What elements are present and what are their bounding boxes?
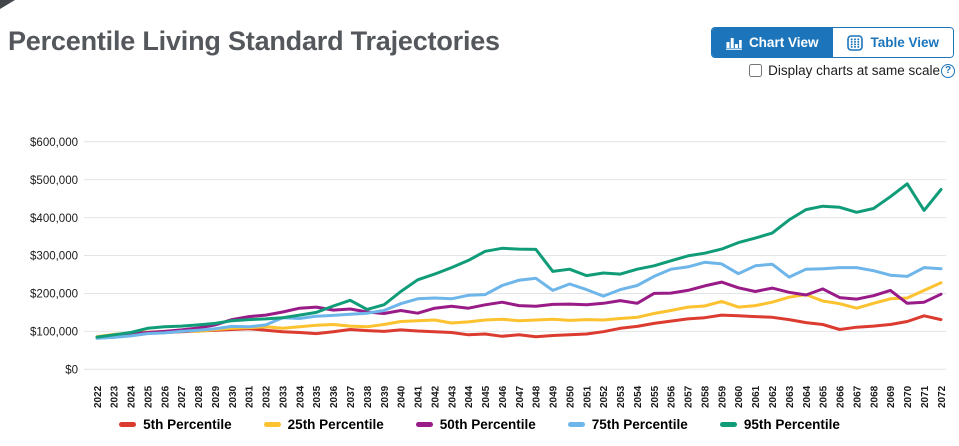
same-scale-checkbox[interactable] [749, 64, 763, 77]
svg-text:$100,000: $100,000 [30, 327, 78, 339]
svg-text:2032: 2032 [262, 385, 273, 408]
legend-label: 5th Percentile [143, 417, 232, 432]
svg-text:2029: 2029 [211, 385, 222, 408]
legend-label: 25th Percentile [287, 417, 384, 432]
svg-text:2064: 2064 [802, 385, 813, 408]
svg-text:2044: 2044 [464, 385, 475, 408]
svg-text:2057: 2057 [684, 385, 695, 408]
svg-text:2023: 2023 [110, 385, 121, 408]
svg-text:2026: 2026 [160, 385, 171, 408]
svg-text:2037: 2037 [346, 385, 357, 408]
svg-text:2024: 2024 [127, 385, 138, 408]
legend-item-75th[interactable]: 75th Percentile [567, 417, 688, 432]
svg-text:2022: 2022 [93, 385, 104, 408]
svg-text:2058: 2058 [700, 385, 711, 408]
svg-text:2068: 2068 [869, 385, 880, 408]
svg-text:2027: 2027 [177, 385, 188, 408]
svg-text:2054: 2054 [633, 385, 644, 408]
chart-legend: 5th Percentile 25th Percentile 50th Perc… [0, 417, 959, 432]
svg-text:2049: 2049 [549, 385, 560, 408]
svg-text:2042: 2042 [430, 385, 441, 408]
legend-swatch [415, 422, 433, 427]
svg-text:2031: 2031 [245, 385, 256, 408]
svg-text:2036: 2036 [329, 385, 340, 408]
svg-text:$400,000: $400,000 [30, 213, 78, 225]
svg-text:2034: 2034 [295, 385, 306, 408]
svg-text:2048: 2048 [532, 385, 543, 408]
table-view-button[interactable]: Table View [832, 28, 953, 57]
svg-text:2066: 2066 [836, 385, 847, 408]
svg-text:2051: 2051 [582, 385, 593, 408]
svg-text:2045: 2045 [481, 385, 492, 408]
svg-text:$200,000: $200,000 [30, 289, 78, 301]
svg-text:2071: 2071 [920, 385, 931, 408]
svg-text:2041: 2041 [414, 385, 425, 408]
chart-area: $0 $100,000 $200,000 $300,000 $400,000 $500,0… [0, 112, 959, 414]
svg-text:2056: 2056 [667, 385, 678, 408]
svg-text:2070: 2070 [903, 385, 914, 408]
legend-swatch [119, 422, 137, 427]
legend-swatch [263, 422, 281, 427]
page-title: Percentile Living Standard Trajectories [8, 26, 500, 56]
svg-text:2040: 2040 [397, 385, 408, 408]
svg-text:2060: 2060 [734, 385, 745, 408]
trajectory-chart: $0 $100,000 $200,000 $300,000 $400,000 $500,0… [30, 137, 948, 408]
svg-text:2038: 2038 [363, 385, 374, 408]
svg-text:2030: 2030 [228, 385, 239, 408]
same-scale-row: Display charts at same scale ? [749, 63, 955, 78]
svg-text:2043: 2043 [447, 385, 458, 408]
svg-text:$500,000: $500,000 [30, 175, 78, 187]
svg-text:2050: 2050 [565, 385, 576, 408]
bar-chart-icon [725, 35, 742, 50]
svg-text:2035: 2035 [312, 385, 323, 408]
svg-text:2053: 2053 [616, 385, 627, 408]
svg-text:2065: 2065 [819, 385, 830, 408]
svg-text:2055: 2055 [650, 385, 661, 408]
svg-text:2067: 2067 [852, 385, 863, 408]
legend-item-5th[interactable]: 5th Percentile [119, 417, 232, 432]
legend-item-25th[interactable]: 25th Percentile [263, 417, 384, 432]
legend-swatch [567, 422, 585, 427]
svg-text:2046: 2046 [498, 385, 509, 408]
legend-item-50th[interactable]: 50th Percentile [415, 417, 536, 432]
svg-text:2033: 2033 [278, 385, 289, 408]
legend-label: 95th Percentile [743, 417, 840, 432]
legend-label: 50th Percentile [439, 417, 536, 432]
svg-text:2052: 2052 [599, 385, 610, 408]
svg-text:$0: $0 [65, 365, 78, 377]
legend-item-95th[interactable]: 95th Percentile [719, 417, 840, 432]
svg-text:2039: 2039 [380, 385, 391, 408]
svg-text:2047: 2047 [515, 385, 526, 408]
view-toggle-group: Chart View Table View [710, 27, 954, 58]
svg-text:2059: 2059 [717, 385, 728, 408]
table-grid-icon [847, 34, 864, 51]
legend-label: 75th Percentile [591, 417, 688, 432]
chart-view-button[interactable]: Chart View [711, 28, 833, 57]
help-icon[interactable]: ? [941, 63, 955, 78]
svg-text:$600,000: $600,000 [30, 137, 78, 149]
legend-swatch [719, 422, 737, 427]
svg-text:2025: 2025 [143, 385, 154, 408]
same-scale-label[interactable]: Display charts at same scale [768, 63, 940, 78]
svg-text:2069: 2069 [886, 385, 897, 408]
svg-text:2028: 2028 [194, 385, 205, 408]
svg-text:2061: 2061 [751, 385, 762, 408]
svg-text:2063: 2063 [785, 385, 796, 408]
table-view-label: Table View [870, 35, 939, 50]
corner-fragment [0, 0, 15, 9]
svg-text:$300,000: $300,000 [30, 251, 78, 263]
svg-text:2072: 2072 [937, 385, 948, 408]
chart-view-label: Chart View [748, 35, 819, 50]
svg-text:2062: 2062 [768, 385, 779, 408]
